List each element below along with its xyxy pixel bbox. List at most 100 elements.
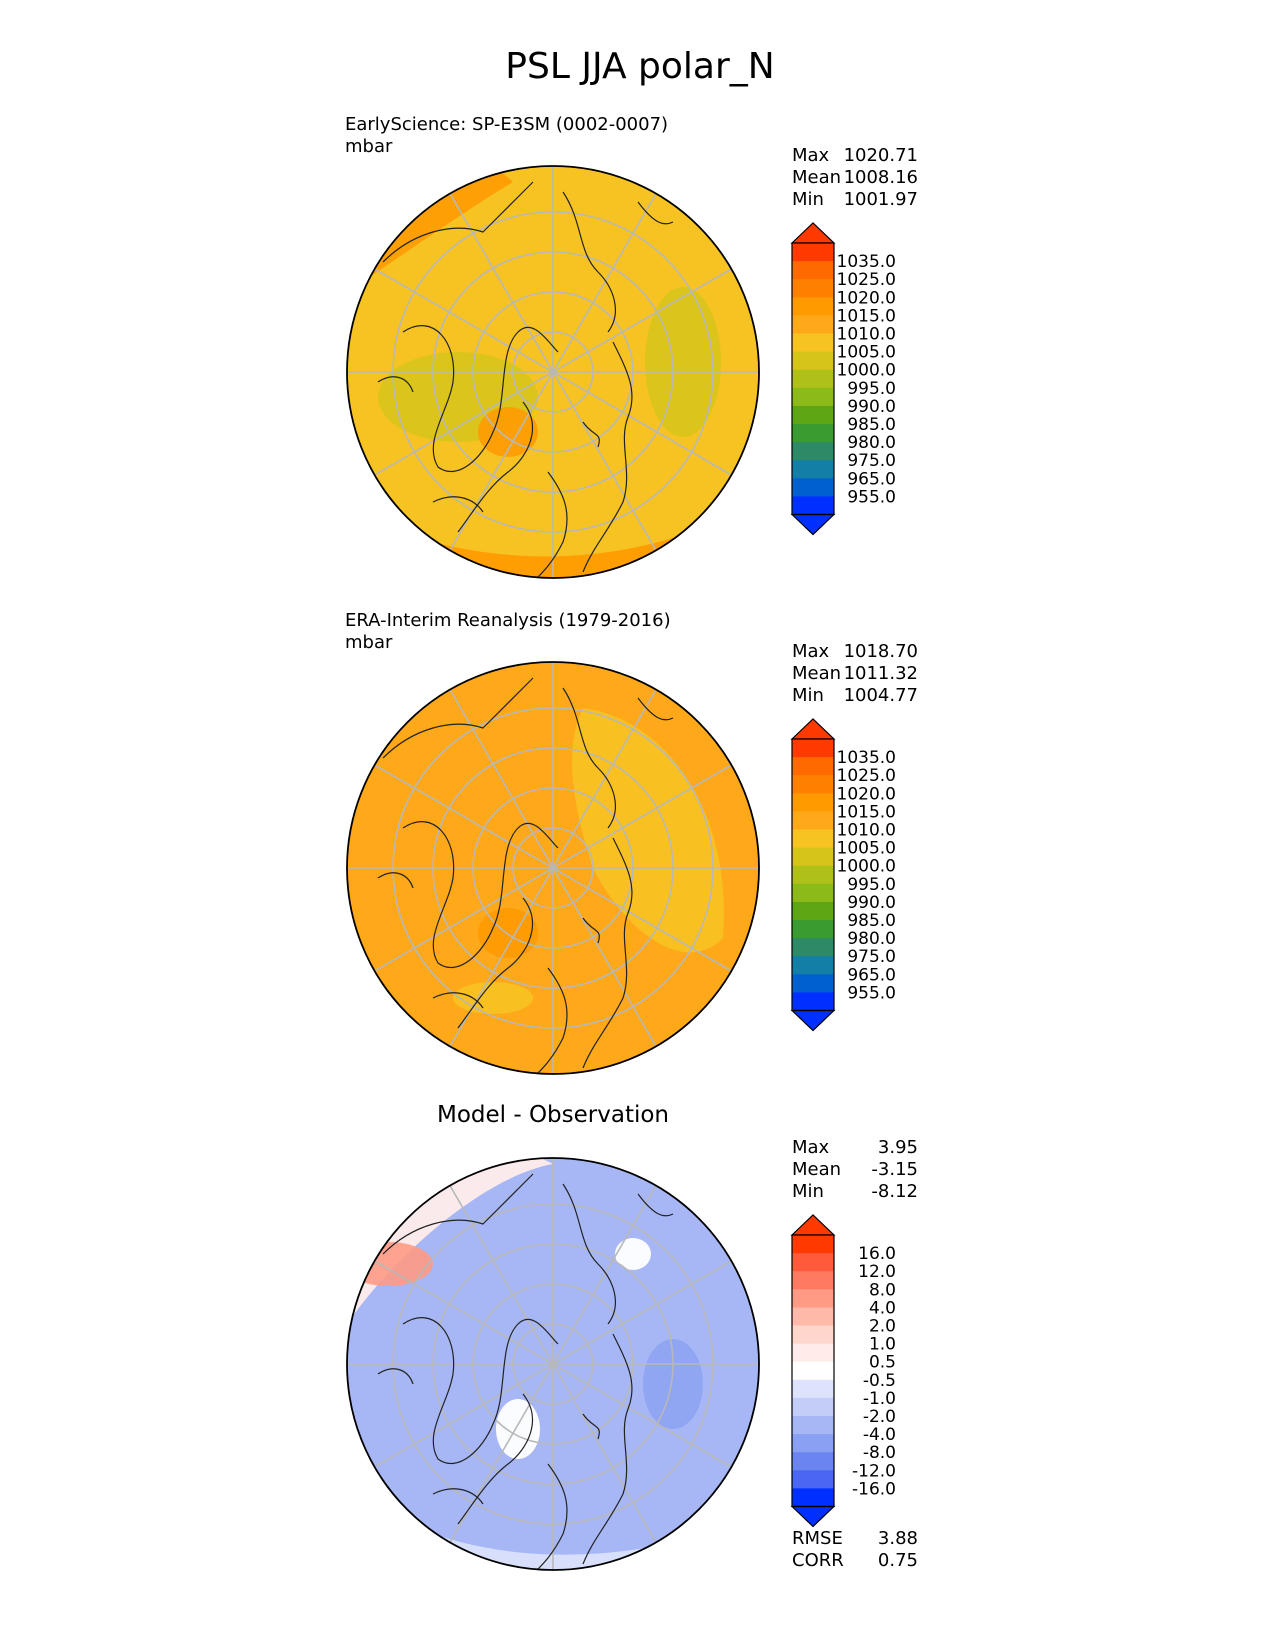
- colorbar-swatch: [792, 424, 834, 443]
- panel-title: Model - Observation: [437, 1102, 669, 1128]
- coastline-1: [457, 897, 533, 1029]
- colorbar-tick-label: 980.0: [847, 433, 896, 453]
- stat-label: Min: [792, 685, 824, 706]
- coastline-4: [582, 1333, 633, 1565]
- field-blob: [453, 982, 533, 1014]
- colorbar-extend-top: [790, 1214, 836, 1236]
- colorbar-tick-label: -12.0: [852, 1461, 896, 1481]
- colorbar-swatch: [792, 901, 834, 921]
- colorbar-tick-label: -4.0: [863, 1425, 896, 1445]
- colorbar-extend-bottom: [790, 1009, 836, 1032]
- colorbar-swatch: [792, 442, 834, 461]
- coastline-3: [562, 1183, 617, 1325]
- map-outline: [346, 1157, 760, 1571]
- colorbar-swatch: [792, 1452, 834, 1471]
- coastline-8: [637, 201, 674, 225]
- colorbar-extend-bottom: [790, 513, 836, 536]
- colorbar-swatch: [792, 1434, 834, 1453]
- coastline-2: [382, 677, 534, 759]
- colorbar-swatch: [792, 496, 834, 515]
- map-diff: [347, 1158, 759, 1570]
- stat-value: 1018.70: [844, 641, 918, 662]
- colorbar-tick-label: 4.0: [869, 1298, 896, 1318]
- colorbar-swatch: [792, 315, 834, 334]
- colorbar-swatch: [792, 279, 834, 298]
- colorbar-swatch: [792, 387, 834, 407]
- colorbar-extend-top: [790, 718, 836, 740]
- colorbar-obs: 1035.01025.01020.01015.01010.01005.01000…: [790, 718, 896, 1032]
- coastline-8: [637, 697, 674, 721]
- colorbar-swatch: [792, 974, 834, 993]
- colorbar-swatch: [792, 1307, 834, 1326]
- colorbar-tick-label: 980.0: [847, 929, 896, 949]
- colorbar-tick-label: 975.0: [847, 451, 896, 471]
- coastline-0: [402, 821, 559, 969]
- colorbar-tick-label: 1025.0: [837, 270, 896, 290]
- colorbar-swatch: [792, 1379, 834, 1399]
- metric-label: RMSE: [792, 1528, 843, 1549]
- colorbar-extend-top: [790, 222, 836, 244]
- figure-title: PSL JJA polar_N: [505, 46, 774, 87]
- coastline-5: [537, 471, 568, 578]
- colorbar-tick-label: 16.0: [858, 1244, 896, 1264]
- colorbar-tick-label: 1000.0: [837, 857, 896, 877]
- colorbar-swatch: [792, 460, 834, 479]
- colorbar-swatch: [792, 1325, 834, 1345]
- colorbar-extend-bottom: [790, 1505, 836, 1528]
- colorbar-swatch: [792, 351, 834, 371]
- colorbar-tick-label: 1025.0: [837, 766, 896, 786]
- colorbar-swatch: [792, 1361, 834, 1381]
- colorbar-tick-label: 12.0: [858, 1262, 896, 1282]
- coastline-9: [432, 496, 484, 513]
- colorbar-swatch: [792, 829, 834, 849]
- colorbar-model: 1035.01025.01020.01015.01010.01005.01000…: [790, 222, 896, 536]
- stat-value: 1011.32: [844, 663, 918, 684]
- colorbar-tick-label: 8.0: [869, 1280, 896, 1300]
- colorbar-swatch: [792, 920, 834, 939]
- stat-value: 3.95: [878, 1137, 918, 1158]
- stat-label: Max: [792, 145, 830, 166]
- colorbar-diff: 16.012.08.04.02.01.00.5-0.5-1.0-2.0-4.0-…: [790, 1214, 896, 1528]
- panel-diff: Model - Observation Max 3.95 Mean -3.15 Min -8…: [346, 1102, 918, 1571]
- stat-value: 1020.71: [844, 145, 918, 166]
- colorbar-swatch: [792, 243, 834, 262]
- colorbar-tick-label: 965.0: [847, 965, 896, 985]
- metric-value: 3.88: [878, 1528, 918, 1549]
- colorbar-swatch: [792, 1235, 834, 1254]
- colorbar-tick-label: -16.0: [852, 1479, 896, 1499]
- coastline-1: [457, 401, 533, 533]
- colorbar-swatch: [792, 1271, 834, 1290]
- coastline-2: [382, 1173, 534, 1255]
- colorbar-tick-label: 990.0: [847, 397, 896, 417]
- panel-units: mbar: [345, 136, 393, 157]
- colorbar-tick-label: -0.5: [863, 1371, 896, 1391]
- coastline-5: [537, 967, 568, 1074]
- coastline-6: [582, 917, 600, 944]
- colorbar-tick-label: 955.0: [847, 983, 896, 1003]
- map-outline: [346, 165, 760, 579]
- colorbar-swatch: [792, 261, 834, 280]
- map-obs: [347, 662, 759, 1074]
- field-blob: [645, 287, 721, 437]
- panel-model: EarlyScience: SP-E3SM (0002-0007)mbar Max…: [345, 114, 918, 579]
- stat-label: Mean: [792, 167, 841, 188]
- field-blob: [615, 1238, 651, 1270]
- coastline-4: [582, 837, 633, 1069]
- stat-label: Max: [792, 641, 830, 662]
- coastline-3: [562, 191, 617, 333]
- colorbar-tick-label: 995.0: [847, 379, 896, 399]
- stat-label: Mean: [792, 1159, 841, 1180]
- colorbar-tick-label: 1010.0: [837, 325, 896, 345]
- colorbar-swatch: [792, 333, 834, 353]
- colorbar-tick-label: 965.0: [847, 469, 896, 489]
- coastline-0: [402, 325, 559, 473]
- colorbar-swatch: [792, 369, 834, 389]
- map-outline: [346, 661, 760, 1075]
- coastline-6: [582, 1413, 600, 1440]
- colorbar-swatch: [792, 956, 834, 975]
- stat-value: 1008.16: [844, 167, 918, 188]
- colorbar-swatch: [792, 811, 834, 830]
- colorbar-swatch: [792, 847, 834, 867]
- colorbar-swatch: [792, 1416, 834, 1435]
